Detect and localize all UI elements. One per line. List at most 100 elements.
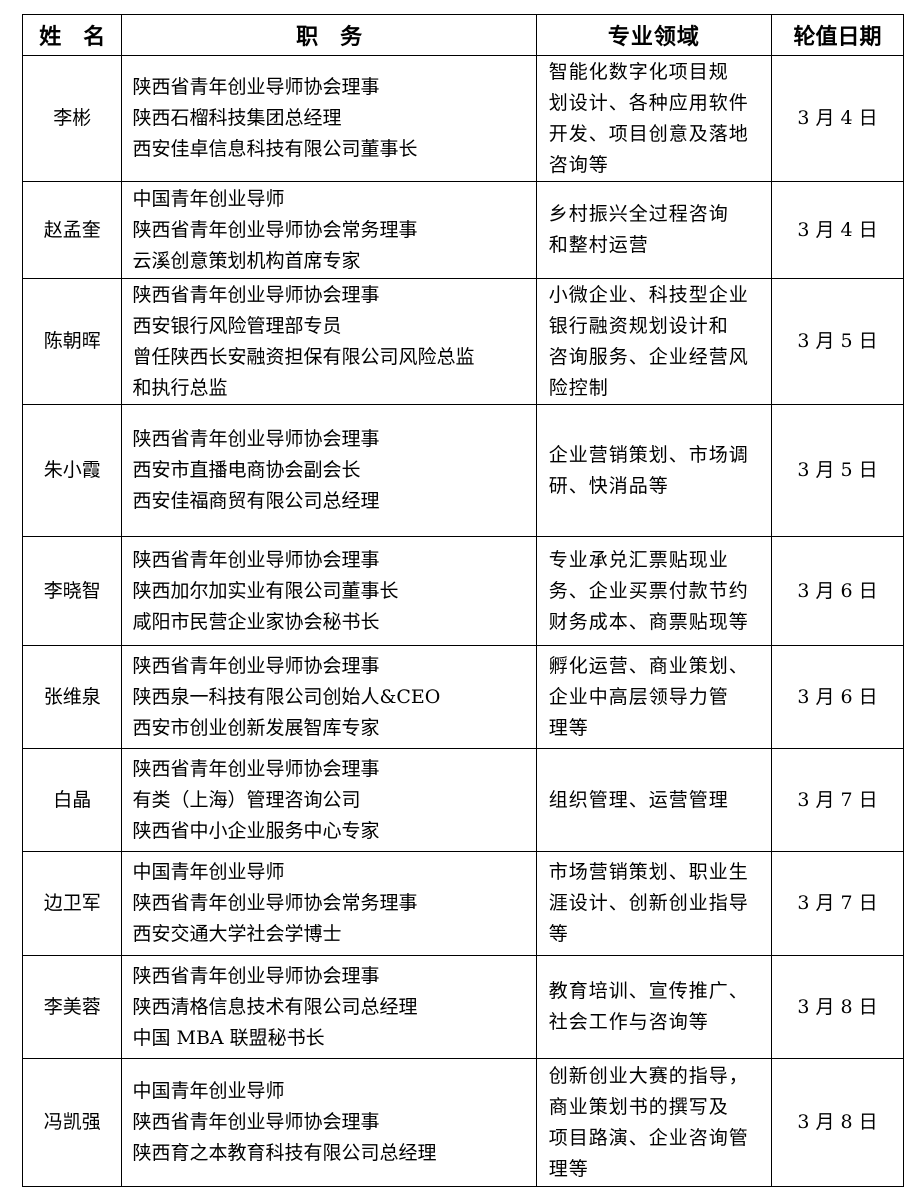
expertise-line: 研、快消品等: [548, 474, 669, 497]
mentor-expertise: 乡村振兴全过程咨询 和整村运营: [535, 181, 773, 279]
position-line: 和执行总监: [132, 376, 228, 399]
mentor-name: 李晓智: [21, 536, 123, 646]
position-line: 陕西省青年创业导师协会理事: [132, 757, 380, 780]
position-line: 陕西省青年创业导师协会常务理事: [132, 218, 418, 241]
mentor-positions: 陕西省青年创业导师协会理事 陕西加尔加实业有限公司董事长 咸阳市民营企业家协会秘书长: [121, 536, 537, 646]
position-line: 陕西省中小企业服务中心专家: [132, 819, 380, 842]
expertise-line: 银行融资规划设计和: [548, 314, 729, 337]
expertise-line: 商业策划书的撰写及: [548, 1095, 729, 1118]
mentor-name: 边卫军: [21, 851, 123, 956]
duty-date: 3 月 5 日: [771, 278, 904, 405]
expertise-line: 咨询等: [548, 153, 609, 176]
expertise-line: 务、企业买票付款节约: [548, 579, 749, 602]
expertise-line: 乡村振兴全过程咨询: [548, 203, 729, 225]
position-line: 中国 MBA 联盟秘书长: [132, 1026, 325, 1049]
position-line: 西安市创业创新发展智库专家: [132, 716, 380, 739]
expertise-line: 涯设计、创新创业指导: [548, 892, 749, 914]
mentor-name: 陈朝晖: [21, 278, 123, 405]
expertise-line: 财务成本、商票贴现等: [548, 610, 749, 633]
expertise-line: 理等: [548, 1157, 589, 1180]
mentor-positions: 陕西省青年创业导师协会理事 西安银行风险管理部专员曾任陕西长安融资担保有限公司风险…: [121, 278, 537, 405]
header-position: 职 务: [121, 14, 537, 56]
header-row: 姓 名 职 务 专业领域 轮值日期: [21, 14, 904, 56]
duty-date: 3 月 8 日: [771, 1058, 904, 1187]
mentor-expertise: 市场营销策划、职业生 涯设计、创新创业指导等: [535, 851, 773, 956]
mentor-positions: 中国青年创业导师 陕西省青年创业导师协会常务理事 云溪创意策划机构首席专家: [121, 181, 537, 279]
position-line: 西安市直播电商协会副会长: [132, 459, 361, 481]
expertise-line: 创新创业大赛的指导，: [548, 1064, 749, 1087]
mentor-name: 朱小霞: [21, 404, 123, 537]
header-name: 姓 名: [21, 14, 123, 56]
expertise-line: 组织管理、运营管理: [548, 788, 729, 811]
position-line: 曾任陕西长安融资担保有限公司风险总监: [132, 345, 475, 368]
position-line: 陕西省青年创业导师协会理事: [132, 283, 380, 306]
expertise-line: 和整村运营: [548, 234, 649, 256]
expertise-line: 等: [548, 923, 569, 945]
position-line: 陕西加尔加实业有限公司董事长: [132, 579, 399, 602]
expertise-line: 市场营销策划、职业生: [548, 861, 749, 883]
position-line: 中国青年创业导师: [132, 861, 285, 883]
mentor-expertise: 智能化数字化项目规 划设计、各种应用软件 开发、项目创意及落地 咨询等: [535, 55, 773, 182]
mentor-name: 白晶: [21, 748, 123, 852]
mentor-schedule-table: 姓 名 职 务 专业领域 轮值日期 李彬 陕西省青年创业导师协会理事 陕西石榴科技集…: [21, 14, 904, 1187]
expertise-line: 划设计、各种应用软件: [548, 91, 749, 114]
mentor-positions: 陕西省青年创业导师协会理事 有类（上海）管理咨询公司 陕西省中小企业服务中心专家: [121, 748, 537, 852]
table-row: 赵孟奎 中国青年创业导师 陕西省青年创业导师协会常务理事 云溪创意策划机构首席专家 乡村…: [21, 181, 904, 279]
mentor-positions: 陕西省青年创业导师协会理事 陕西清格信息技术有限公司总经理 中国 MBA 联盟秘书长: [121, 955, 537, 1059]
duty-date: 3 月 7 日: [771, 851, 904, 956]
header-date: 轮值日期: [771, 14, 904, 56]
expertise-line: 教育培训、宣传推广、: [548, 980, 749, 1002]
position-line: 陕西省青年创业导师协会理事: [132, 548, 380, 571]
mentor-name: 冯凯强: [21, 1058, 123, 1187]
mentor-name: 张维泉: [21, 645, 123, 749]
expertise-line: 险控制: [548, 376, 609, 399]
duty-date: 3 月 4 日: [771, 55, 904, 182]
position-line: 陕西省青年创业导师协会理事: [132, 76, 380, 98]
position-line: 咸阳市民营企业家协会秘书长: [132, 610, 380, 633]
expertise-line: 企业营销策划、市场调: [548, 443, 749, 466]
table-row: 冯凯强 中国青年创业导师陕西省青年创业导师协会理事陕西育之本教育科技有限公司总经理…: [21, 1058, 904, 1187]
duty-date: 3 月 4 日: [771, 181, 904, 279]
mentor-expertise: 企业营销策划、市场调 研、快消品等: [535, 404, 773, 537]
duty-date: 3 月 6 日: [771, 645, 904, 749]
table-row: 陈朝晖 陕西省青年创业导师协会理事 西安银行风险管理部专员曾任陕西长安融资担保有限公…: [21, 278, 904, 405]
position-line: 中国青年创业导师: [132, 1080, 285, 1102]
expertise-line: 孵化运营、商业策划、: [548, 654, 749, 677]
expertise-line: 理等: [548, 716, 589, 739]
mentor-positions: 中国青年创业导师 陕西省青年创业导师协会常务理事 西安交通大学社会学博士: [121, 851, 537, 956]
mentor-name: 李彬: [21, 55, 123, 182]
mentor-name: 李美蓉: [21, 955, 123, 1059]
duty-date: 3 月 6 日: [771, 536, 904, 646]
expertise-line: 项目路演、企业咨询管: [548, 1126, 749, 1149]
mentor-expertise: 专业承兑汇票贴现业 务、企业买票付款节约 财务成本、商票贴现等: [535, 536, 773, 646]
position-line: 云溪创意策划机构首席专家: [132, 249, 361, 272]
position-line: 陕西泉一科技有限公司创始人&CEO: [132, 685, 441, 708]
mentor-positions: 中国青年创业导师陕西省青年创业导师协会理事陕西育之本教育科技有限公司总经理: [121, 1058, 537, 1187]
position-line: 西安佳卓信息科技有限公司董事长: [132, 138, 418, 160]
table-row: 李晓智 陕西省青年创业导师协会理事 陕西加尔加实业有限公司董事长 咸阳市民营企业家协会…: [21, 536, 904, 646]
position-line: 陕西省青年创业导师协会理事: [132, 964, 380, 987]
mentor-expertise: 孵化运营、商业策划、 企业中高层领导力管 理等: [535, 645, 773, 749]
expertise-line: 智能化数字化项目规: [548, 60, 729, 83]
table-row: 张维泉 陕西省青年创业导师协会理事 陕西泉一科技有限公司创始人&CEO 西安市创业创新…: [21, 645, 904, 749]
mentor-expertise: 小微企业、科技型企业 银行融资规划设计和 咨询服务、企业经营风 险控制: [535, 278, 773, 405]
expertise-line: 社会工作与咨询等: [548, 1011, 709, 1033]
position-line: 西安交通大学社会学博士: [132, 923, 342, 945]
position-line: 陕西育之本教育科技有限公司总经理: [132, 1142, 437, 1164]
duty-date: 3 月 8 日: [771, 955, 904, 1059]
expertise-line: 专业承兑汇票贴现业: [548, 548, 729, 571]
position-line: 西安银行风险管理部专员: [132, 314, 342, 337]
header-expertise: 专业领域: [535, 14, 773, 56]
mentor-positions: 陕西省青年创业导师协会理事 陕西石榴科技集团总经理西安佳卓信息科技有限公司董事长: [121, 55, 537, 182]
position-line: 陕西石榴科技集团总经理: [132, 107, 342, 129]
table-row: 白晶 陕西省青年创业导师协会理事 有类（上海）管理咨询公司 陕西省中小企业服务中心专家…: [21, 748, 904, 852]
expertise-line: 开发、项目创意及落地: [548, 122, 749, 145]
mentor-expertise: 教育培训、宣传推广、 社会工作与咨询等: [535, 955, 773, 1059]
position-line: 有类（上海）管理咨询公司: [132, 788, 361, 811]
position-line: 陕西省青年创业导师协会理事: [132, 1111, 380, 1133]
mentor-positions: 陕西省青年创业导师协会理事 陕西泉一科技有限公司创始人&CEO 西安市创业创新发展智…: [121, 645, 537, 749]
expertise-line: 小微企业、科技型企业: [548, 283, 749, 306]
mentor-positions: 陕西省青年创业导师协会理事 西安市直播电商协会副会长 西安佳福商贸有限公司总经理: [121, 404, 537, 537]
table-row: 边卫军 中国青年创业导师 陕西省青年创业导师协会常务理事 西安交通大学社会学博士 市场营…: [21, 851, 904, 956]
position-line: 西安佳福商贸有限公司总经理: [132, 490, 380, 512]
